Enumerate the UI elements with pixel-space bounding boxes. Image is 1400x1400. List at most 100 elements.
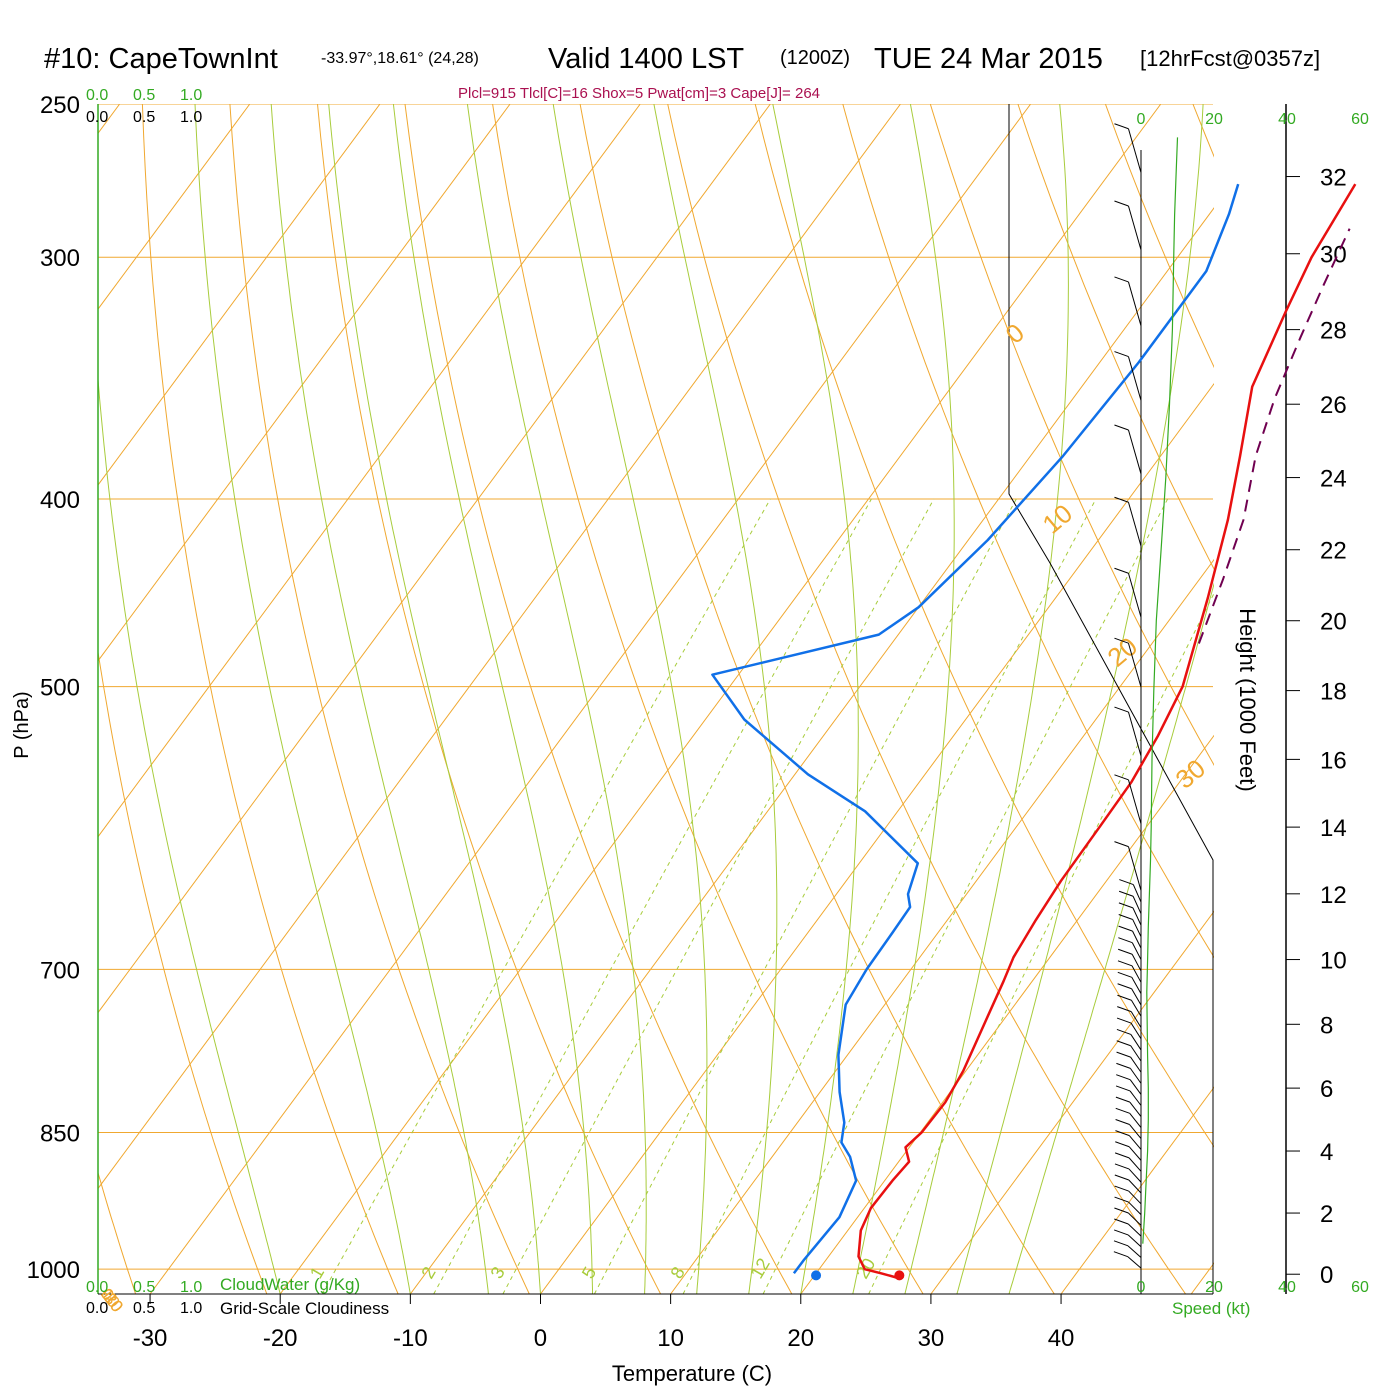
- wind-speed-axis-label: 20: [1205, 1279, 1223, 1296]
- wind-barb-flag: [1114, 424, 1129, 431]
- wind-barb-flag: [1114, 1185, 1129, 1192]
- dry-adiabat: [1017, 104, 1214, 570]
- wind-barb: [1127, 502, 1142, 547]
- isotherm-line: [149, 104, 1032, 1294]
- pressure-tick-label: 300: [40, 245, 80, 272]
- moist-adiabat: [653, 104, 778, 1294]
- stability-indices: Plcl=915 Tlcl[C]=16 Shox=5 Pwat[cm]=3 Ca…: [458, 85, 820, 102]
- cloud-scale-label: 1.0: [180, 1300, 202, 1317]
- cloud-scale-label: 1.0: [180, 87, 202, 104]
- wind-barb-flag: [1117, 971, 1132, 978]
- wind-barb-flag: [1114, 706, 1129, 713]
- right-isotherm-label: 10: [1037, 498, 1078, 540]
- wind-barb-flag: [1116, 1074, 1131, 1081]
- wind-barb: [1131, 999, 1142, 1017]
- wind-barb: [1132, 884, 1142, 903]
- moist-adiabat: [98, 373, 281, 1294]
- height-tick-label: 0: [1320, 1262, 1333, 1289]
- isotherm-line: [98, 104, 251, 310]
- wind-barb: [1130, 1022, 1142, 1040]
- wind-barb-flag: [1116, 1051, 1131, 1058]
- wind-barb: [1130, 1056, 1142, 1073]
- height-tick-label: 12: [1320, 882, 1347, 909]
- dry-adiabat: [98, 1171, 137, 1294]
- cloud-scale-label: 0.0: [86, 1279, 108, 1296]
- wind-barb-flag: [1114, 1152, 1130, 1159]
- wind-barb-flag: [1114, 200, 1129, 207]
- moist-adiabat: [392, 104, 593, 1294]
- isotherm-line: [930, 910, 1214, 1294]
- wind-barb-flag: [1114, 123, 1129, 130]
- height-tick-label: 10: [1320, 948, 1347, 975]
- speed-legend: Speed (kt): [1172, 1299, 1250, 1318]
- temperature-tick-label: -10: [393, 1325, 428, 1352]
- wind-barb-flag: [1118, 937, 1133, 944]
- wind-barb-flag: [1114, 276, 1129, 283]
- wind-barb-flag: [1116, 1017, 1132, 1024]
- wind-barb: [1127, 281, 1142, 326]
- wind-barb-flag: [1118, 890, 1134, 897]
- mixing-ratio-line: [593, 498, 1017, 1294]
- moist-adiabat: [904, 104, 1069, 1294]
- wind-barb: [1130, 1034, 1142, 1051]
- wind-barb: [1128, 1201, 1142, 1215]
- cloud-scale-label: 0.5: [133, 109, 155, 126]
- wind-barb: [1130, 1011, 1142, 1028]
- isotherm-line: [98, 104, 381, 486]
- wind-barb-flag: [1118, 902, 1134, 909]
- wind-barb-flag: [1118, 914, 1133, 921]
- temperature-tick-label: 20: [787, 1325, 814, 1352]
- dry-adiabat: [492, 104, 924, 1294]
- wind-barb: [1127, 1234, 1142, 1248]
- wind-barb: [1131, 942, 1142, 960]
- height-tick-label: 2: [1320, 1201, 1333, 1228]
- pressure-tick-label: 1000: [27, 1257, 80, 1284]
- wind-barb-flag: [1114, 841, 1129, 848]
- temperature-tick-label: 40: [1048, 1325, 1075, 1352]
- mixing-ratio-label: 8: [667, 1263, 689, 1282]
- isotherm-line: [1060, 1086, 1214, 1294]
- wind-barb: [1127, 846, 1142, 891]
- y-axis-title: P (hPa): [11, 691, 33, 758]
- wind-barb: [1131, 954, 1142, 972]
- right-isotherm-label: 20: [1102, 631, 1143, 673]
- dry-adiabat: [0, 104, 4, 1294]
- wind-barb: [1131, 988, 1142, 1006]
- wind-barb-flag: [1114, 1218, 1129, 1225]
- wind-barb-flag: [1116, 1062, 1131, 1069]
- wind-barb-flag: [1113, 1229, 1129, 1236]
- wind-barb-flag: [1114, 1174, 1129, 1181]
- wind-barb-flag: [1114, 1196, 1129, 1203]
- wind-barb: [1128, 1157, 1142, 1172]
- dry-adiabat: [404, 104, 793, 1294]
- wind-barb-flag: [1113, 1240, 1129, 1247]
- wind-barb-flag: [1114, 496, 1129, 503]
- wind-barb: [1128, 1146, 1142, 1161]
- mixing-ratio-label: 5: [578, 1263, 600, 1282]
- wind-barb: [1131, 965, 1142, 983]
- moist-adiabat: [956, 104, 1204, 1294]
- height-tick-label: 26: [1320, 392, 1347, 419]
- moist-adiabat: [270, 104, 489, 1294]
- valid-date: TUE 24 Mar 2015: [874, 43, 1103, 75]
- dry-adiabat: [1368, 104, 1400, 1294]
- dry-adiabat: [754, 104, 1214, 1148]
- wind-barb-flag: [1114, 351, 1129, 358]
- parcel-line: [1197, 228, 1351, 644]
- wind-speed-axis-label: 0: [1137, 1279, 1146, 1296]
- moist-adiabat: [772, 104, 859, 1294]
- right-isotherm-label: 0: [1000, 317, 1030, 349]
- wind-barb: [1128, 1168, 1142, 1183]
- temperature-line: [857, 183, 1357, 1279]
- wind-barb: [1131, 977, 1142, 994]
- wind-barb: [1127, 711, 1142, 757]
- isotherm-line: [279, 104, 1162, 1294]
- isotherm-line: [98, 104, 511, 662]
- dry-adiabat: [317, 104, 662, 1294]
- wind-barb: [1127, 429, 1142, 475]
- wind-barb-flag: [1117, 983, 1132, 990]
- temperature-tick-label: 0: [534, 1325, 547, 1352]
- isotherm-line: [98, 104, 901, 1190]
